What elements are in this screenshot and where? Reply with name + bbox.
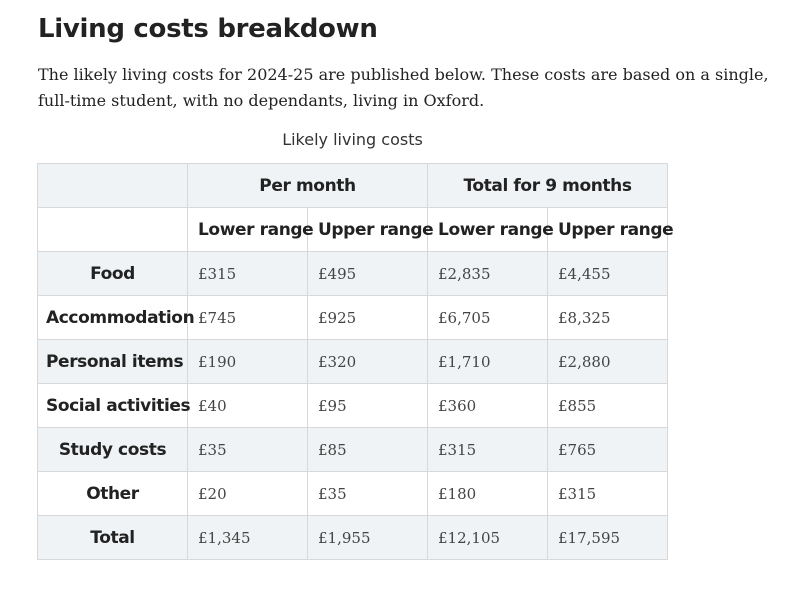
row-label: Social activities — [37, 383, 191, 428]
row-label: Accommodation — [37, 295, 195, 340]
table-cell: £765 — [547, 427, 669, 472]
table-caption: Likely living costs — [282, 130, 423, 149]
row-label: Other — [37, 471, 188, 516]
table-row: Social activities £40 £95 £360 £855 — [37, 383, 669, 428]
row-label: Food — [37, 251, 188, 296]
table-cell: £12,105 — [427, 515, 549, 560]
intro-paragraph: The likely living costs for 2024-25 are … — [38, 65, 769, 110]
table-row: Accommodation £745 £925 £6,705 £8,325 — [37, 295, 669, 340]
table-cell: £2,835 — [427, 251, 549, 296]
table-cell: £35 — [187, 427, 308, 472]
table-row: Study costs £35 £85 £315 £765 — [37, 427, 669, 472]
group-header-row: Per month Total for 9 months — [37, 163, 669, 208]
table-cell: £745 — [187, 295, 308, 340]
sub-header-row: Lower range Upper range Lower range Uppe… — [37, 207, 674, 252]
table-cell: £1,345 — [187, 515, 308, 560]
living-costs-table: Per month Total for 9 months Lower range… — [37, 163, 674, 560]
table-row: Personal items £190 £320 £1,710 £2,880 — [37, 339, 669, 384]
table-cell: £4,455 — [547, 251, 669, 296]
table-cell: £95 — [306, 383, 429, 428]
empty-corner-cell — [37, 163, 188, 208]
table-cell: £6,705 — [427, 295, 549, 340]
table-cell: £20 — [187, 471, 308, 516]
table-cell: £1,710 — [427, 339, 549, 384]
table-cell: £190 — [187, 339, 308, 384]
table-cell: £360 — [427, 383, 549, 428]
table-cell: £315 — [187, 251, 308, 296]
table-cell: £855 — [547, 383, 669, 428]
table-row: Food £315 £495 £2,835 £4,455 — [37, 251, 669, 296]
row-label: Personal items — [37, 339, 188, 384]
table-cell: £315 — [427, 427, 549, 472]
sub-header-monthly-lower: Lower range — [187, 207, 314, 252]
row-label: Total — [37, 515, 188, 560]
table-cell: £85 — [306, 427, 429, 472]
group-header-per-month: Per month — [186, 163, 429, 208]
table-cell: £35 — [306, 471, 429, 516]
table-cell: £320 — [306, 339, 429, 384]
table-cell: £40 — [187, 383, 308, 428]
table-cell: £17,595 — [547, 515, 669, 560]
table-cell: £8,325 — [547, 295, 669, 340]
empty-sub-corner-cell — [37, 207, 188, 252]
table-cell: £495 — [306, 251, 429, 296]
sub-header-total-upper: Upper range — [547, 207, 674, 252]
table-cell: £2,880 — [547, 339, 669, 384]
table-cell: £925 — [306, 295, 429, 340]
row-label: Study costs — [37, 427, 188, 472]
sub-header-monthly-upper: Upper range — [306, 207, 434, 252]
sub-header-total-lower: Lower range — [427, 207, 554, 252]
table-cell: £315 — [547, 471, 669, 516]
table-row: Other £20 £35 £180 £315 — [37, 471, 669, 516]
page-heading: Living costs breakdown — [38, 14, 378, 44]
table-row-total: Total £1,345 £1,955 £12,105 £17,595 — [37, 515, 669, 560]
table-cell: £1,955 — [306, 515, 429, 560]
group-header-total-9-months: Total for 9 months — [427, 163, 669, 208]
table-cell: £180 — [427, 471, 549, 516]
